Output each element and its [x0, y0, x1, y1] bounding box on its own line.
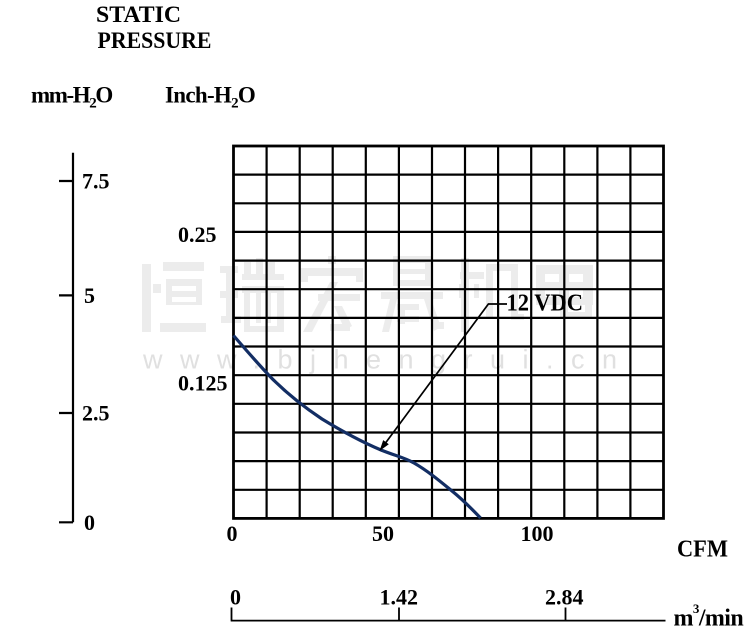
- svg-text:5: 5: [84, 283, 95, 308]
- svg-text:1.42: 1.42: [380, 585, 419, 610]
- svg-text:2.5: 2.5: [82, 401, 110, 426]
- svg-text:7.5: 7.5: [82, 169, 110, 194]
- svg-text:CFM: CFM: [677, 536, 728, 562]
- svg-text:0: 0: [84, 510, 95, 535]
- svg-text:STATIC: STATIC: [96, 2, 181, 27]
- svg-text:2.84: 2.84: [545, 585, 584, 610]
- svg-text:100: 100: [521, 521, 554, 546]
- svg-text:0: 0: [230, 585, 241, 610]
- svg-text:12 VDC: 12 VDC: [507, 291, 584, 317]
- svg-text:PRESSURE: PRESSURE: [98, 28, 212, 53]
- svg-text:0: 0: [227, 521, 238, 546]
- svg-text:Inch-H2O: Inch-H2O: [165, 82, 255, 111]
- svg-text:0.125: 0.125: [178, 371, 228, 396]
- svg-text:mm-H2O: mm-H2O: [31, 82, 112, 111]
- svg-text:0.25: 0.25: [178, 222, 217, 247]
- svg-text:m3/min: m3/min: [674, 601, 744, 632]
- svg-text:50: 50: [372, 521, 394, 546]
